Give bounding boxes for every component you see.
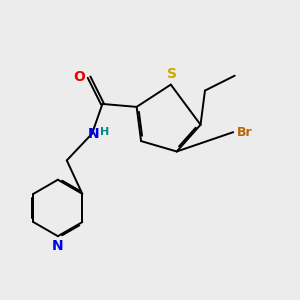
Text: N: N: [52, 239, 64, 253]
Text: Br: Br: [237, 126, 252, 139]
Text: H: H: [100, 127, 109, 137]
Text: O: O: [74, 70, 86, 84]
Text: N: N: [88, 127, 99, 141]
Text: S: S: [167, 67, 177, 81]
